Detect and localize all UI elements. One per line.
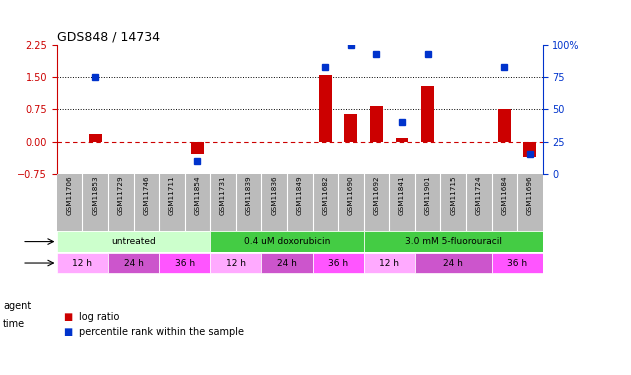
- Text: ■: ■: [63, 327, 73, 337]
- Bar: [89, 134, 102, 141]
- Bar: [319, 75, 332, 141]
- Bar: [159, 253, 210, 273]
- Text: 12 h: 12 h: [379, 258, 399, 267]
- Bar: [345, 114, 357, 141]
- Text: GSM11715: GSM11715: [450, 176, 456, 215]
- Bar: [210, 253, 261, 273]
- Text: GSM11731: GSM11731: [220, 176, 226, 215]
- Bar: [363, 253, 415, 273]
- Text: GSM11692: GSM11692: [374, 176, 379, 215]
- Text: GSM11684: GSM11684: [501, 176, 507, 215]
- Text: percentile rank within the sample: percentile rank within the sample: [79, 327, 244, 337]
- Text: 12 h: 12 h: [73, 258, 92, 267]
- Text: 36 h: 36 h: [507, 258, 527, 267]
- Text: GSM11839: GSM11839: [245, 176, 252, 215]
- Bar: [210, 231, 363, 252]
- Bar: [396, 138, 408, 141]
- Text: 3.0 mM 5-fluorouracil: 3.0 mM 5-fluorouracil: [404, 237, 502, 246]
- Bar: [415, 253, 492, 273]
- Text: GSM11682: GSM11682: [322, 176, 328, 215]
- Text: GSM11841: GSM11841: [399, 176, 405, 215]
- Text: GSM11901: GSM11901: [425, 176, 430, 215]
- Text: time: time: [3, 320, 25, 329]
- Text: 24 h: 24 h: [443, 258, 463, 267]
- Bar: [498, 110, 510, 141]
- Bar: [422, 86, 434, 141]
- Text: GSM11853: GSM11853: [92, 176, 98, 215]
- Text: untreated: untreated: [111, 237, 156, 246]
- Text: GSM11729: GSM11729: [118, 176, 124, 215]
- Bar: [312, 253, 363, 273]
- Text: ■: ■: [63, 312, 73, 322]
- Text: GSM11836: GSM11836: [271, 176, 277, 215]
- Text: 24 h: 24 h: [277, 258, 297, 267]
- Text: log ratio: log ratio: [79, 312, 119, 322]
- Text: GSM11690: GSM11690: [348, 176, 354, 215]
- Text: GSM11711: GSM11711: [169, 176, 175, 215]
- Text: 12 h: 12 h: [226, 258, 246, 267]
- Text: GSM11854: GSM11854: [194, 176, 201, 215]
- Text: 0.4 uM doxorubicin: 0.4 uM doxorubicin: [244, 237, 330, 246]
- Text: agent: agent: [3, 301, 32, 310]
- Text: GSM11849: GSM11849: [297, 176, 303, 215]
- Text: 24 h: 24 h: [124, 258, 143, 267]
- Bar: [108, 253, 159, 273]
- Bar: [191, 141, 204, 153]
- Bar: [524, 141, 536, 156]
- Text: GDS848 / 14734: GDS848 / 14734: [57, 31, 160, 44]
- Text: GSM11706: GSM11706: [67, 176, 73, 215]
- Bar: [57, 253, 108, 273]
- Text: GSM11696: GSM11696: [527, 176, 533, 215]
- Text: 36 h: 36 h: [328, 258, 348, 267]
- Bar: [57, 231, 210, 252]
- Bar: [363, 231, 543, 252]
- Text: 36 h: 36 h: [175, 258, 195, 267]
- Text: GSM11724: GSM11724: [476, 176, 481, 215]
- Bar: [492, 253, 543, 273]
- Text: GSM11746: GSM11746: [143, 176, 150, 215]
- Bar: [370, 106, 383, 141]
- Bar: [261, 253, 312, 273]
